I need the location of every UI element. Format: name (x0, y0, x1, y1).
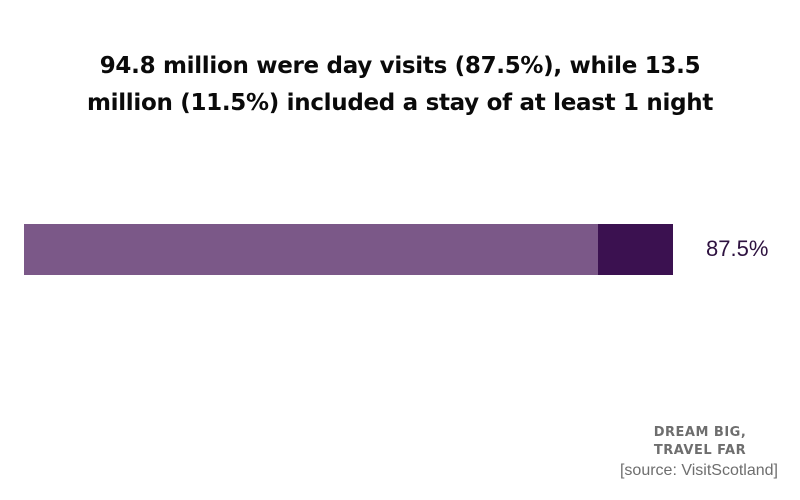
brand-tagline: DREAM BIG, TRAVEL FAR (600, 424, 800, 460)
chart-title-line-2: million (11.5%) included a stay of at le… (86, 90, 714, 116)
bar-segment-day-visits (24, 224, 598, 275)
stacked-bar (24, 224, 673, 275)
brand-tagline-line-1: DREAM BIG, (653, 425, 747, 440)
bar-segment-overnight-stays (597, 224, 673, 275)
source-note: [source: VisitScotland] (619, 462, 778, 479)
chart-title: 94.8 million were day visits (87.5%), wh… (0, 48, 800, 122)
chart-title-line-1: 94.8 million were day visits (87.5%), wh… (99, 53, 701, 79)
brand-tagline-line-2: TRAVEL FAR (653, 443, 747, 458)
bar-percentage-label: 87.5% (706, 236, 769, 261)
